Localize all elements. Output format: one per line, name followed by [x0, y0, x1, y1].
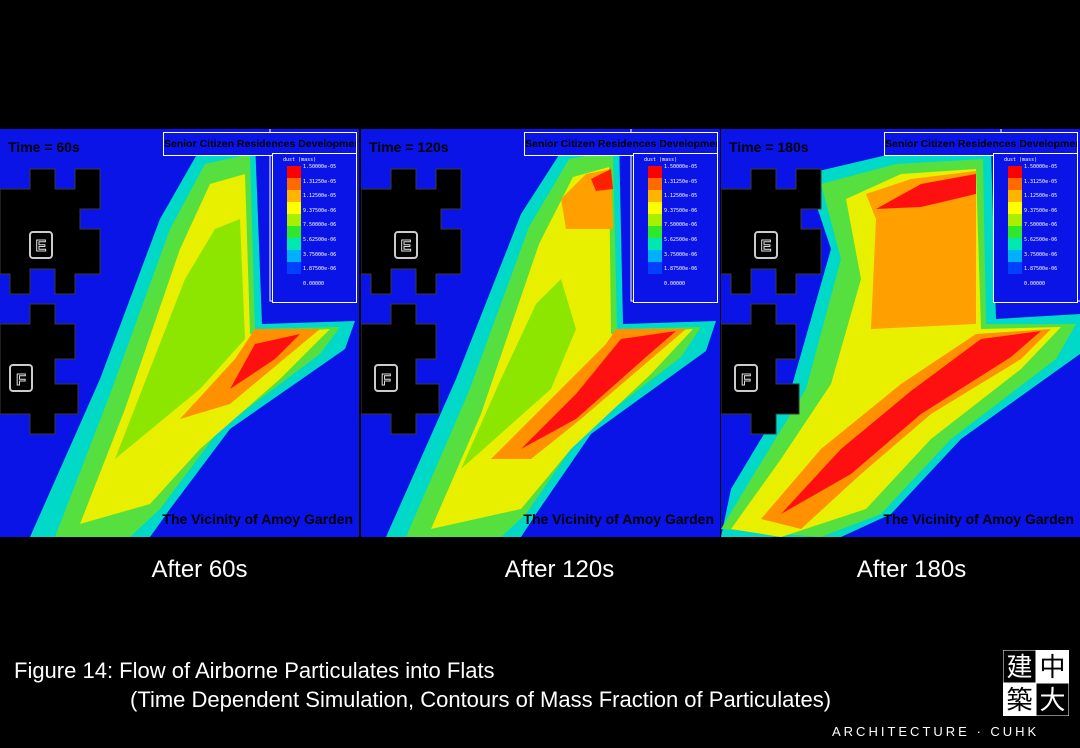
block-e-label: E	[36, 238, 47, 255]
legend-tick-label: 1.31250e-05	[664, 178, 698, 185]
logo-caption: ARCHITECTURE · CUHK	[832, 724, 1040, 739]
block-f-label: F	[381, 372, 391, 389]
plume-red	[781, 331, 1041, 514]
logo-char-2: 中	[1039, 653, 1065, 683]
legend-tick-label: 1.87500e-06	[303, 266, 337, 273]
logo-char-4: 大	[1039, 686, 1065, 716]
legend-tick-label: 7.50000e-06	[664, 222, 698, 229]
building-block-f	[721, 303, 800, 435]
block-e-marker	[754, 231, 778, 259]
plume-green-core	[115, 219, 245, 459]
legend-tick-label: 9.37500e-06	[303, 207, 337, 214]
color-legend: dust (mass) 1.50000e-05 1.31250e-05 1.1250…	[272, 153, 357, 303]
legend-tick-label: 9.37500e-06	[1024, 207, 1058, 214]
color-legend: dust (mass) 1.50000e-05 1.31250e-05 1.1250…	[993, 153, 1078, 303]
legend-tick-label: 9.37500e-06	[664, 207, 698, 214]
legend-title: dust (mass)	[644, 157, 678, 163]
logo-char-1: 建	[1006, 653, 1032, 683]
development-title: Senior Citizen Residences Development	[884, 132, 1078, 156]
contour-field: E F	[0, 129, 355, 537]
legend-tick-label: 7.50000e-06	[1024, 222, 1058, 229]
legend-color-bar	[1008, 166, 1022, 286]
plume-orange-upper	[866, 171, 976, 329]
legend-tick-label: 0.00000	[303, 280, 325, 287]
legend-tick-label: 1.50000e-05	[303, 164, 337, 170]
legend-tick-label: 1.31250e-05	[1024, 178, 1058, 185]
legend-tick-label: 1.87500e-06	[1024, 266, 1058, 273]
time-label: Time = 60s	[8, 139, 80, 155]
block-f-label: F	[16, 372, 26, 389]
legend-tick-label: 1.12500e-05	[1024, 193, 1058, 200]
block-e-label: E	[401, 238, 412, 255]
legend-tick-label: 1.50000e-05	[1024, 164, 1058, 170]
legend-tick-label: 1.12500e-05	[303, 193, 337, 200]
caption-180s: After 180s	[856, 556, 967, 583]
legend-tick-label: 0.00000	[664, 280, 686, 287]
vicinity-label: The Vicinity of Amoy Garden	[883, 511, 1074, 527]
block-f-label: F	[741, 372, 751, 389]
caption-60s: After 60s	[151, 556, 248, 583]
legend-title: dust (mass)	[1004, 157, 1038, 163]
legend-title: dust (mass)	[283, 157, 317, 163]
legend-tick-label: 5.62500e-06	[664, 237, 698, 243]
legend-tick-label: 1.87500e-06	[664, 266, 698, 273]
contour-field: E F	[721, 129, 1080, 537]
vicinity-label: The Vicinity of Amoy Garden	[523, 511, 714, 527]
legend-tick-label: 3.75000e-06	[664, 251, 698, 258]
legend-tick-label: 0.00000	[1024, 280, 1046, 287]
block-e-marker	[394, 231, 418, 259]
development-title: Senior Citizen Residences Development	[163, 132, 357, 156]
block-e-marker	[29, 231, 53, 259]
simulation-panel-60s: E F Time = 60s Senior Citizen Residences…	[0, 129, 359, 537]
legend-tick-label: 3.75000e-06	[303, 251, 337, 258]
plume-red	[521, 331, 676, 449]
time-label: Time = 180s	[729, 139, 809, 155]
block-f-marker	[9, 364, 33, 392]
time-label: Time = 120s	[369, 139, 449, 155]
vicinity-label: The Vicinity of Amoy Garden	[162, 511, 353, 527]
caption-120s: After 120s	[504, 556, 615, 583]
legend-tick-label: 1.50000e-05	[664, 164, 698, 170]
legend-tick-label: 3.75000e-06	[1024, 251, 1058, 258]
simulation-panel-120s: E F Time = 120s Senior Citizen Residence…	[361, 129, 720, 537]
block-e-label: E	[761, 238, 772, 255]
figure-title: Figure 14: Flow of Airborne Particulates…	[14, 658, 495, 683]
plume-yellow	[731, 169, 1061, 537]
logo-char-3: 築	[1006, 686, 1032, 716]
plume-red	[230, 334, 300, 389]
figure-subtitle: (Time Dependent Simulation, Contours of …	[130, 687, 832, 712]
block-f-marker	[734, 364, 758, 392]
cuhk-architecture-logo: 建 中 築 大	[1003, 650, 1069, 716]
building-block-f	[0, 303, 79, 435]
contour-field: E F	[361, 129, 716, 537]
color-legend: dust (mass) 1.50000e-05 1.31250e-05 1.1250…	[633, 153, 718, 303]
legend-color-bar	[648, 166, 662, 286]
development-title: Senior Citizen Residences Development	[524, 132, 718, 156]
legend-tick-label: 7.50000e-06	[303, 222, 337, 229]
plume-green-core	[461, 279, 576, 469]
plume-red-top	[876, 174, 976, 209]
legend-tick-label: 1.31250e-05	[303, 178, 337, 185]
block-f-marker	[374, 364, 398, 392]
legend-tick-label: 5.62500e-06	[1024, 237, 1058, 243]
simulation-panel-180s: E F Time = 180s Senior Citizen Residence…	[721, 129, 1080, 537]
legend-tick-label: 5.62500e-06	[303, 237, 337, 243]
plume-red-top	[591, 169, 613, 191]
building-block-f	[361, 303, 440, 435]
legend-color-bar	[287, 166, 301, 286]
legend-tick-label: 1.12500e-05	[664, 193, 698, 200]
